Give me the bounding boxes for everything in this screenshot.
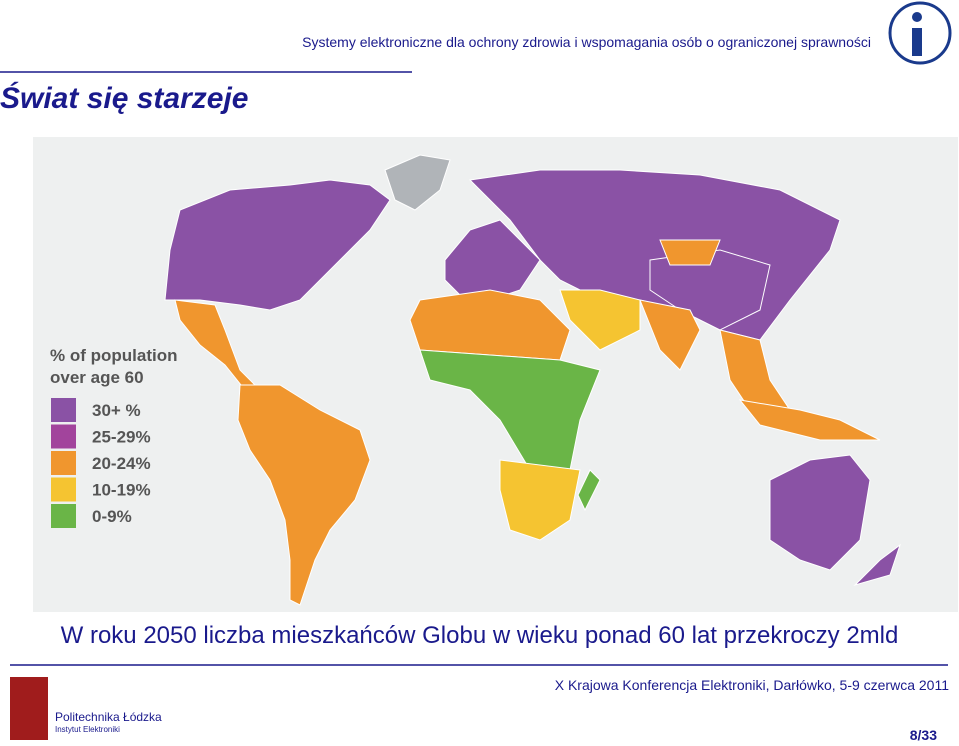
conference: X Krajowa Konferencja Elektroniki, Darłó… xyxy=(554,677,949,693)
legend-label: 20-24% xyxy=(92,454,151,473)
page-number: 8/33 xyxy=(909,727,937,743)
slide-title: Świat się starzeje xyxy=(0,82,249,115)
legend-swatch xyxy=(51,398,76,422)
legend-swatch xyxy=(51,451,76,475)
middle-east xyxy=(559,289,641,351)
map xyxy=(164,154,901,606)
university-logo xyxy=(10,677,48,740)
legend-title: % of population over age 60 xyxy=(50,345,177,389)
legend-title-line: over age 60 xyxy=(50,368,144,387)
legend-label: 10-19% xyxy=(92,481,151,500)
legend-label: 25-29% xyxy=(92,428,151,447)
new-zealand xyxy=(853,543,901,587)
legend-label: 30+ % xyxy=(92,401,141,420)
madagascar xyxy=(577,469,601,512)
south-america xyxy=(237,384,371,606)
legend-title-line: % of population xyxy=(50,346,178,365)
europe xyxy=(444,219,541,301)
mongolia xyxy=(659,239,721,266)
logo-i xyxy=(912,28,922,56)
australia xyxy=(769,454,871,571)
legend-swatch xyxy=(51,504,76,528)
south-africa xyxy=(499,459,581,541)
indonesia xyxy=(738,399,881,441)
north-america xyxy=(164,179,391,311)
caption: W roku 2050 liczba mieszkańców Globu w w… xyxy=(60,622,899,649)
india xyxy=(639,299,701,371)
legend: 30+ % 25-29% 20-24% 10-19% 0-9% xyxy=(51,398,151,528)
north-africa xyxy=(409,289,571,361)
legend-swatch xyxy=(51,424,76,449)
legend-label: 0-9% xyxy=(92,507,132,526)
university: Politechnika Łódzka xyxy=(55,710,162,724)
institute: Instytut Elektroniki xyxy=(55,725,120,734)
legend-swatch xyxy=(51,477,76,502)
greenland xyxy=(384,154,451,211)
header-title: Systemy elektroniczne dla ochrony zdrowi… xyxy=(302,34,871,50)
logo-dot xyxy=(912,12,922,22)
